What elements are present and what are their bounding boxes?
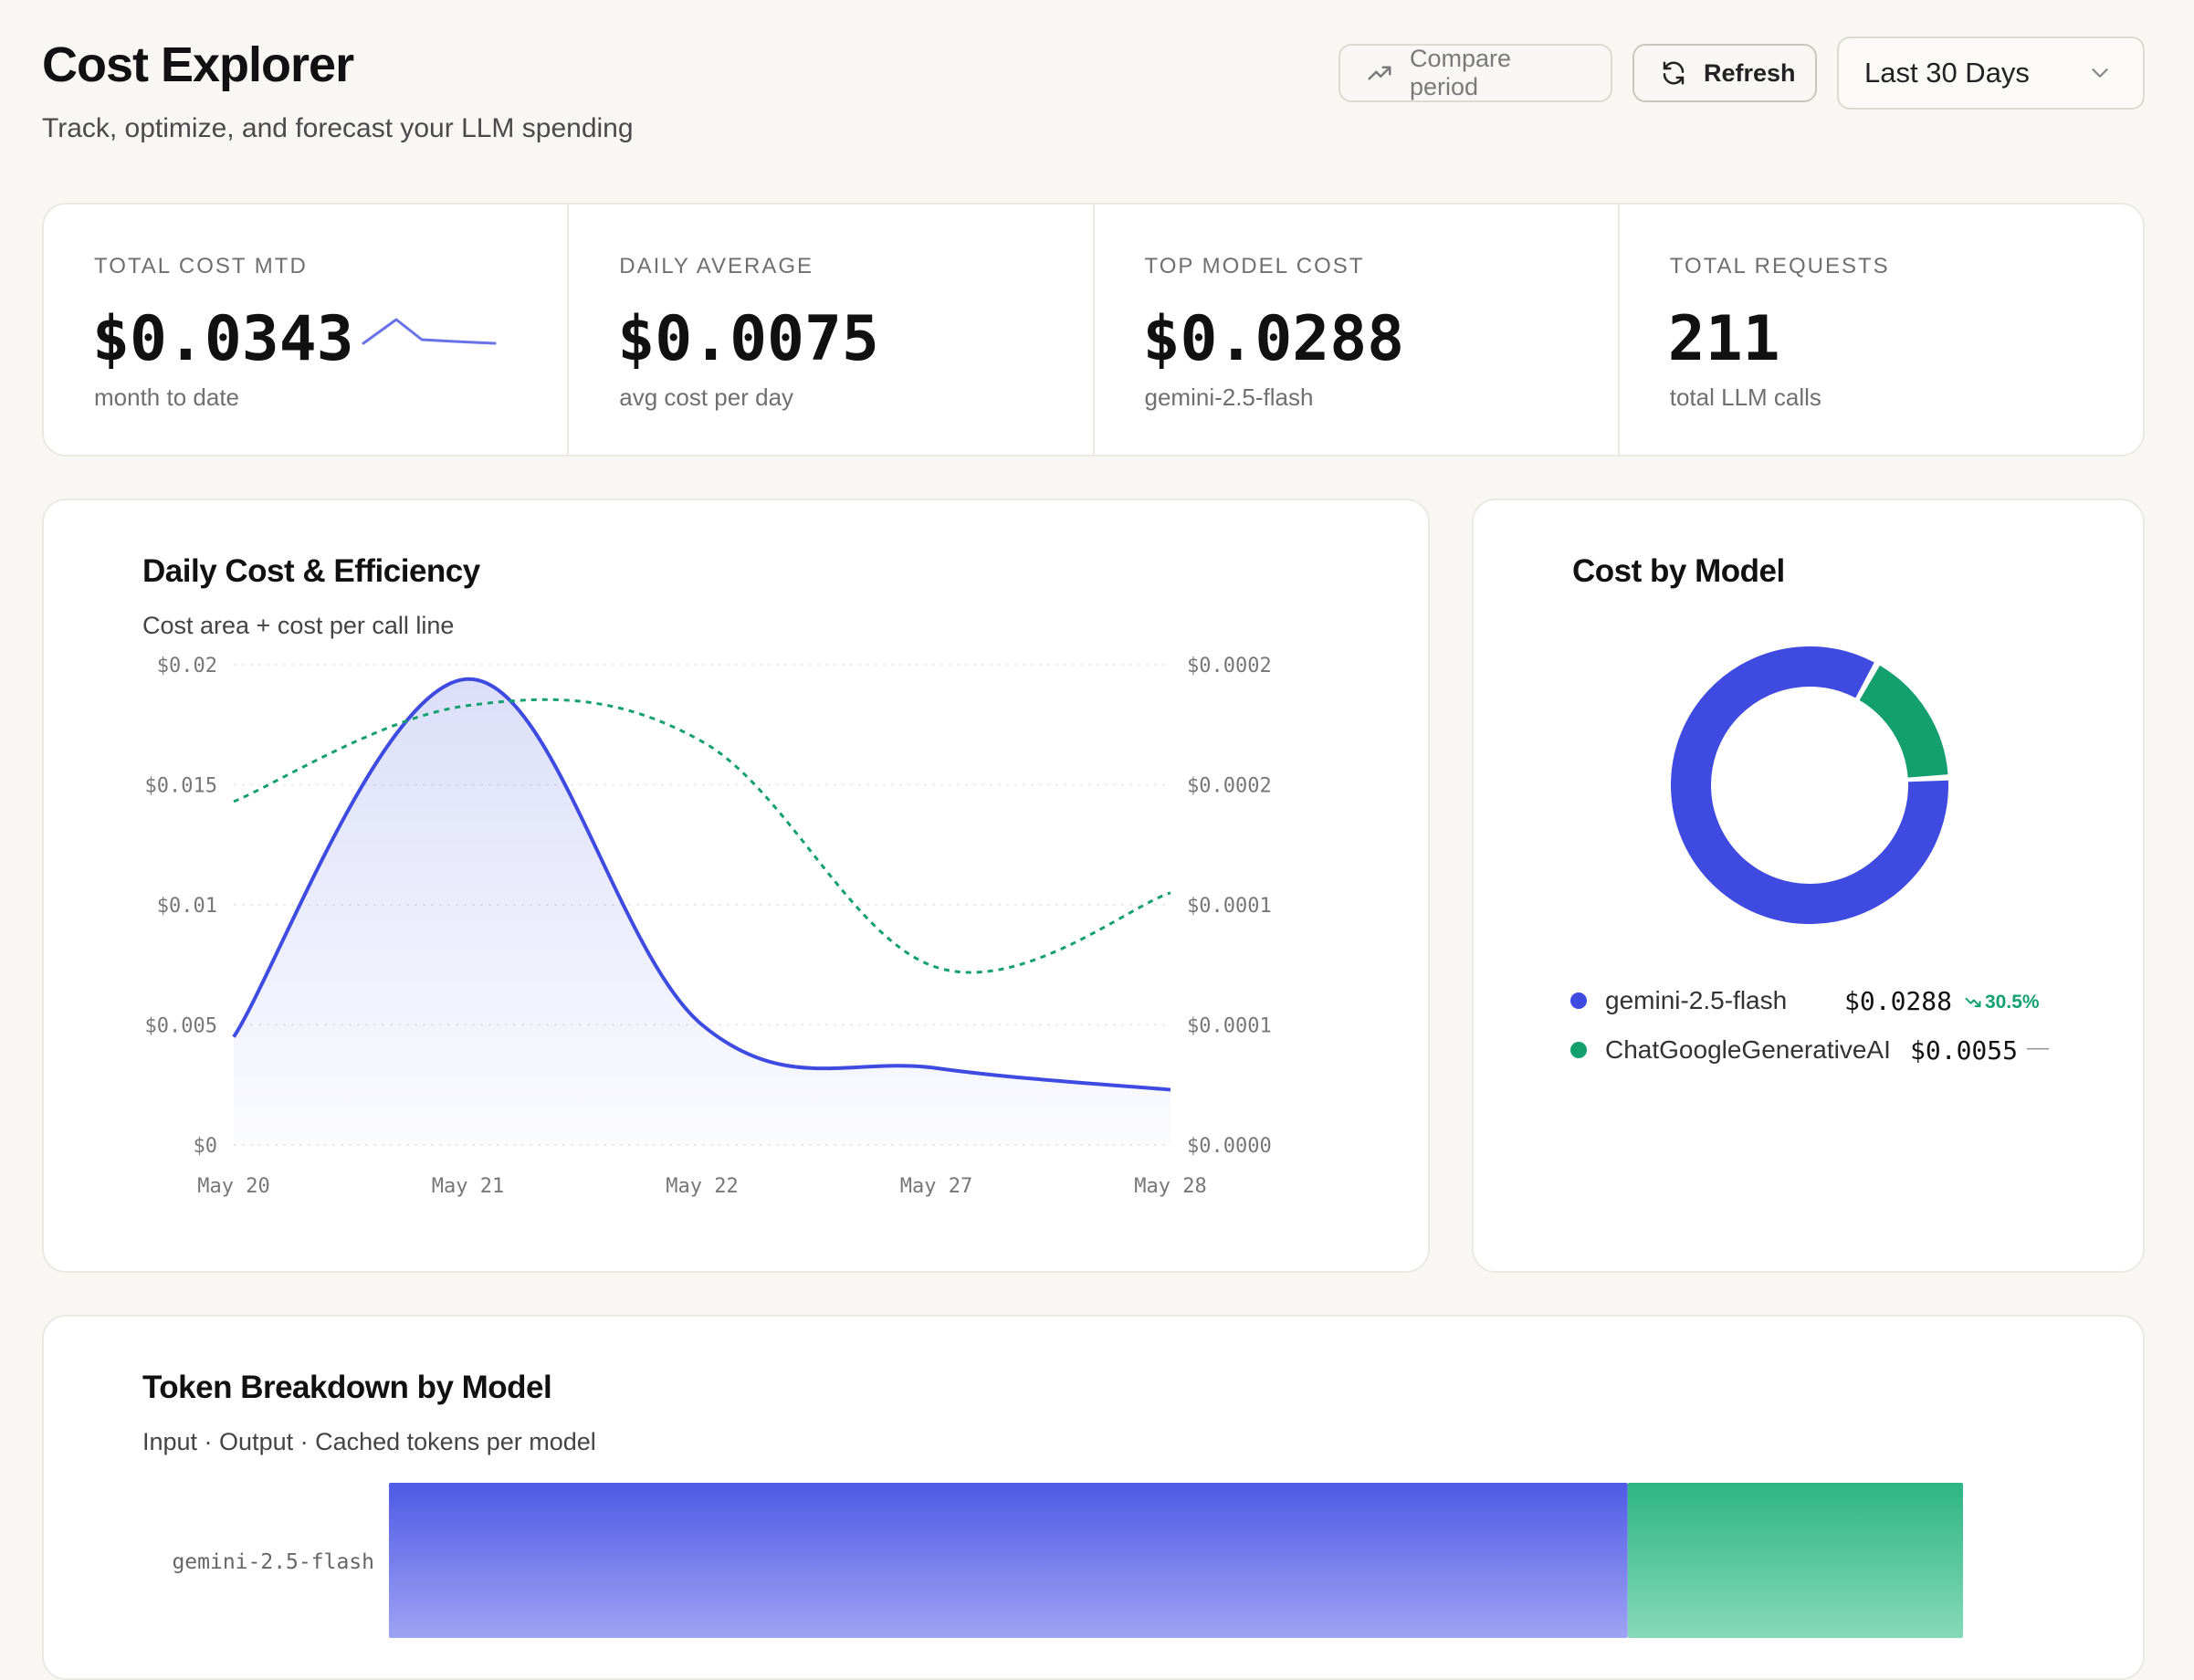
refresh-icon [1663,61,1685,85]
x-tick-label: May 22 [666,1175,738,1198]
kpi-value: $0.0343 [92,303,354,375]
token-breakdown-chart[interactable]: gemini-2.5-flash [44,1317,2143,1678]
y-tick-label-left: $0.015 [145,775,217,798]
page-subtitle: Track, optimize, and forecast your LLM s… [42,113,634,143]
card-subtitle: Cost area + cost per call line [142,612,455,639]
kpi-daily-average: DAILY AVERAGE $0.0075 avg cost per day [569,205,1095,455]
card-title: Token Breakdown by Model [142,1370,552,1405]
y-tick-label-left: $0 [194,1135,218,1158]
cost-point[interactable] [234,1036,235,1037]
cost-area [234,678,1170,1145]
y-tick-label-right: $0.0002 [1187,655,1272,677]
token-bar-segment[interactable] [1627,1483,1963,1638]
kpi-total-cost: TOTAL COST MTD $0.0343 month to date [44,205,570,455]
date-range-select[interactable]: Last 30 Days [1837,37,2145,110]
kpi-value: 211 [1667,303,1780,375]
legend-item-gemini[interactable]: gemini-2.5-flash [1570,986,1787,1015]
daily-cost-chart[interactable]: $0 $0.0000 $0.005 $0.0001 $0.01 $0.0001 $0.015… [44,500,1428,1271]
refresh-button[interactable]: Refresh [1632,44,1817,102]
y-tick-label-right: $0.0000 [1187,1135,1272,1158]
legend-item-chatgoogle[interactable]: ChatGoogleGenerativeAI [1570,1035,1891,1065]
kpi-subtext: total LLM calls [1669,383,1821,411]
card-title: Cost by Model [1572,553,1785,589]
sparkline [362,318,497,345]
kpi-value: $0.0288 [1142,303,1405,375]
cost-per-call-point[interactable] [234,801,235,802]
x-tick-label: May 27 [900,1175,972,1198]
kpi-top-model-cost: TOP MODEL COST $0.0288 gemini-2.5-flash [1095,205,1620,455]
date-range-value: Last 30 Days [1864,57,2030,89]
kpi-label: TOP MODEL COST [1144,254,1365,278]
bar-category-label: gemini-2.5-flash [172,1550,374,1574]
cost-point[interactable] [1170,1089,1171,1090]
y-tick-label-right: $0.0001 [1187,1015,1272,1038]
y-tick-label-left: $0.005 [145,1015,217,1038]
y-tick-label-left: $0.01 [157,895,217,918]
kpi-label: DAILY AVERAGE [619,254,814,278]
refresh-label: Refresh [1704,58,1796,87]
kpi-label: TOTAL REQUESTS [1669,254,1890,278]
cost-point[interactable] [936,1067,937,1068]
y-tick-label-right: $0.0002 [1187,775,1272,798]
legend-swatch [1570,1042,1587,1058]
y-tick-label-left: $0.02 [157,655,217,677]
legend-label: ChatGoogleGenerativeAI [1605,1035,1891,1064]
legend-value: $0.0055 [1910,1035,2019,1066]
trend-down-icon [1965,997,1981,1008]
cost-per-call-point[interactable] [702,741,703,742]
kpi-subtext: gemini-2.5-flash [1144,383,1314,411]
y-tick-label-right: $0.0001 [1187,895,1272,918]
donut-slice[interactable] [1671,646,1948,924]
cost-per-call-line[interactable] [233,698,1171,974]
kpi-subtext: month to date [94,383,239,411]
kpi-summary-card: TOTAL COST MTD $0.0343 month to date DAI… [42,203,2145,457]
legend-value: $0.0288 [1844,986,1953,1016]
cost-point[interactable] [467,678,468,679]
token-bar-segment[interactable] [389,1483,1628,1638]
card-subtitle: Input · Output · Cached tokens per model [142,1428,596,1455]
compare-period-button[interactable]: Compare period [1338,44,1612,102]
x-tick-label: May 28 [1134,1175,1206,1198]
compare-period-label: Compare period [1410,45,1512,100]
cost-line[interactable] [232,677,1171,1092]
cost-by-model-card: Cost by Model gemini-2.5-flash $0.0288 3… [1472,499,2145,1273]
cost-by-model-donut[interactable] [1474,500,2143,1271]
kpi-total-requests: TOTAL REQUESTS 211 total LLM calls [1620,205,2143,455]
x-tick-label: May 21 [432,1175,504,1198]
trend-up-icon [1368,66,1391,80]
legend-change: 30.5% [1985,992,2040,1013]
kpi-subtext: avg cost per day [619,383,794,411]
page-title: Cost Explorer [42,37,354,92]
legend-swatch [1570,992,1587,1009]
chevron-down-icon [2092,68,2108,78]
daily-cost-card: Daily Cost & Efficiency Cost area + cost… [42,499,1430,1273]
kpi-label: TOTAL COST MTD [94,254,308,278]
cost-per-call-point[interactable] [1170,892,1171,893]
cost-per-call-point[interactable] [936,967,937,968]
cost-per-call-point[interactable] [467,705,468,706]
x-tick-label: May 20 [197,1175,269,1198]
legend-change: — [2027,1035,2049,1060]
cost-point[interactable] [702,1024,703,1025]
token-breakdown-card: Token Breakdown by Model Input · Output … [42,1315,2145,1680]
legend-label: gemini-2.5-flash [1605,986,1788,1014]
card-title: Daily Cost & Efficiency [142,553,480,589]
kpi-value: $0.0075 [617,303,879,375]
